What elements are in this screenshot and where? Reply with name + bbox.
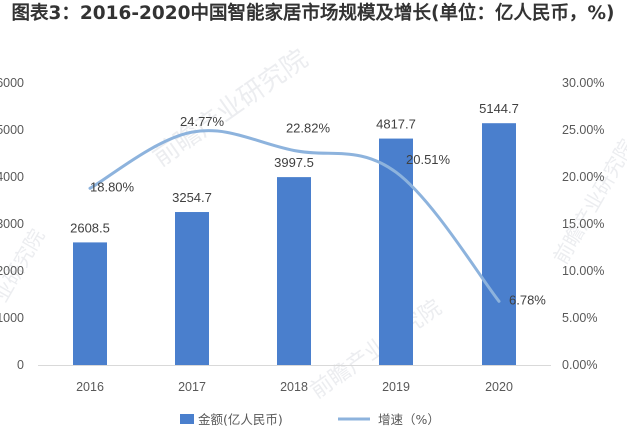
line-label-2018: 22.82% — [286, 120, 331, 135]
bar-2019 — [379, 138, 413, 365]
legend-line-label: 增速（%） — [378, 412, 440, 427]
bar-2016 — [73, 242, 107, 365]
bar-label-2016: 2608.5 — [70, 220, 110, 235]
watermark-text: 前瞻产业研究院 — [306, 295, 447, 404]
x-axis-tick-label: 2018 — [280, 380, 308, 394]
x-axis-tick-label: 2019 — [382, 380, 410, 394]
right-axis-tick-label: 10.00% — [562, 264, 604, 278]
line-data-labels: 18.80% 24.77% 22.82% 20.51% 6.78% — [90, 114, 546, 307]
left-y-axis: 0 1000 2000 3000 4000 5000 6000 — [0, 76, 24, 372]
right-axis-tick-label: 0.00% — [562, 358, 597, 372]
x-axis-tick-label: 2020 — [485, 380, 513, 394]
bar-2020 — [482, 123, 516, 365]
left-axis-tick-label: 0 — [17, 358, 24, 372]
left-axis-tick-label: 3000 — [0, 217, 24, 231]
x-axis-tick-label: 2017 — [178, 380, 206, 394]
legend-bar-swatch — [180, 414, 194, 424]
right-axis-tick-label: 25.00% — [562, 123, 604, 137]
x-axis-tick-label: 2016 — [76, 380, 104, 394]
growth-rate-line — [88, 129, 501, 303]
legend-bar-label: 金额(亿人民币) — [198, 412, 283, 427]
watermark-text: 前瞻产业研究院 — [147, 44, 313, 173]
bar-data-labels: 2608.5 3254.7 3997.5 4817.7 5144.7 — [70, 101, 519, 235]
line-series — [88, 129, 501, 303]
right-y-axis: 0.00% 5.00% 10.00% 15.00% 20.00% 25.00% 30.00% — [562, 76, 604, 372]
right-axis-tick-label: 20.00% — [562, 170, 604, 184]
line-label-2017: 24.77% — [180, 114, 225, 129]
bar-2018 — [277, 177, 311, 365]
right-axis-tick-label: 5.00% — [562, 311, 597, 325]
bar-label-2020: 5144.7 — [479, 101, 519, 116]
watermark-text: 前瞻产业研究院 — [549, 135, 627, 268]
left-axis-tick-label: 4000 — [0, 170, 24, 184]
left-axis-tick-label: 5000 — [0, 123, 24, 137]
line-label-2019: 20.51% — [406, 152, 451, 167]
left-axis-tick-label: 1000 — [0, 311, 24, 325]
bar-label-2018: 3997.5 — [274, 155, 314, 170]
line-label-2020: 6.78% — [509, 292, 546, 307]
right-axis-tick-label: 15.00% — [562, 217, 604, 231]
chart-title: 图表3：2016-2020中国智能家居市场规模及增长(单位：亿人民币，%) — [11, 3, 615, 24]
watermark-text: 前瞻产业研究院 — [0, 225, 49, 358]
left-axis-tick-label: 6000 — [0, 76, 24, 90]
legend: 金额(亿人民币) 增速（%） — [180, 412, 440, 427]
line-label-2016: 18.80% — [90, 179, 135, 194]
right-axis-tick-label: 30.00% — [562, 76, 604, 90]
left-axis-tick-label: 2000 — [0, 264, 24, 278]
bar-2017 — [175, 212, 209, 365]
bar-series — [73, 123, 516, 365]
bar-label-2019: 4817.7 — [376, 117, 416, 132]
bar-label-2017: 3254.7 — [172, 190, 212, 205]
x-axis: 2016 2017 2018 2019 2020 — [38, 365, 551, 394]
